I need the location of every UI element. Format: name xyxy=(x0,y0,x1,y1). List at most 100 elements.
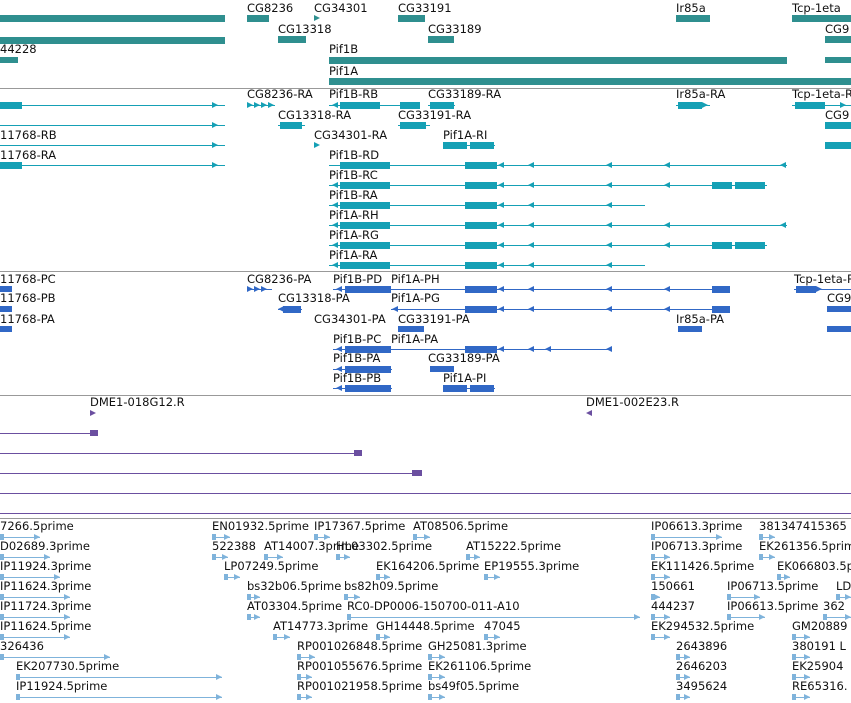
est-mark xyxy=(212,554,216,560)
protein-arrow xyxy=(336,346,342,352)
est-mark xyxy=(484,574,488,580)
est-arrow xyxy=(634,614,640,620)
est-mark xyxy=(759,554,763,560)
est-line xyxy=(792,657,810,658)
est-mark xyxy=(0,534,4,540)
est-arrow xyxy=(664,634,670,640)
protein-exon xyxy=(283,306,301,313)
est-arrow xyxy=(224,534,230,540)
protein-arrow xyxy=(606,346,612,352)
est-label: IP17367.5prime xyxy=(314,519,406,533)
est-label: EK164206.5prime xyxy=(376,559,480,573)
est-arrow xyxy=(769,534,775,540)
transcript-label: 11768-RB xyxy=(0,128,57,142)
protein-arrow xyxy=(528,286,534,292)
est-label: RP001026848.5prime xyxy=(297,639,423,653)
est-line xyxy=(314,537,330,538)
est-mark xyxy=(651,574,655,580)
est-arrow xyxy=(64,594,70,600)
est-arrow xyxy=(759,614,765,620)
transcript-arrow xyxy=(410,102,416,108)
est-label: 381347415365 xyxy=(759,519,847,533)
protein-label: Pif1A-PI xyxy=(443,371,487,385)
protein-bar xyxy=(398,326,424,332)
est-line xyxy=(376,577,390,578)
protein-bar xyxy=(678,326,702,332)
est-arrow xyxy=(716,534,722,540)
transcript-arrow xyxy=(498,202,504,208)
est-label: AT15222.5prime xyxy=(466,539,562,553)
protein-label: 11768-PB xyxy=(0,291,56,305)
transcript-exon xyxy=(430,102,454,109)
est-label: 380191 L xyxy=(792,639,846,653)
gene-bar xyxy=(428,36,454,43)
est-label: bs82h09.5prime xyxy=(344,579,439,593)
protein-exon xyxy=(465,286,497,293)
est-mark xyxy=(336,554,340,560)
est-label: RE65316. xyxy=(792,679,848,693)
protein-label: CG34301-PA xyxy=(314,312,386,326)
transcript-label: CG33191-RA xyxy=(398,108,472,122)
est-line xyxy=(676,657,690,658)
est-mark xyxy=(344,594,348,600)
track-divider xyxy=(0,395,851,396)
est-label: RP001055676.5prime xyxy=(297,659,423,673)
gene-label: CG13318 xyxy=(278,22,332,36)
est-arrow xyxy=(324,534,330,540)
est-line xyxy=(413,537,430,538)
est-label: 326436 xyxy=(0,639,44,653)
gene-bar xyxy=(825,36,851,43)
transcript-arrow xyxy=(332,222,338,228)
transcript-arrow xyxy=(314,142,320,148)
est-line xyxy=(836,597,851,598)
protein-arrow xyxy=(528,346,534,352)
protein-bar xyxy=(0,286,12,292)
transcript-arrow xyxy=(332,242,338,248)
est-mark xyxy=(0,594,4,600)
est-mark xyxy=(224,574,228,580)
transcript-exon xyxy=(465,242,497,249)
gene-label: Pif1A xyxy=(329,64,359,78)
transcript-arrow xyxy=(528,222,534,228)
transcript-exon xyxy=(465,182,497,189)
transcript-exon xyxy=(340,102,380,109)
transcript-arrow xyxy=(261,102,267,108)
est-mark xyxy=(836,594,840,600)
est-label: 47045 xyxy=(484,619,521,633)
est-arrow xyxy=(384,634,390,640)
transcript-arrow xyxy=(332,102,338,108)
est-label: 362 xyxy=(823,599,845,613)
est-mark xyxy=(0,654,4,660)
transcript-label: Pif1A-RA xyxy=(329,248,378,262)
protein-arrow xyxy=(278,306,284,312)
est-line xyxy=(759,537,775,538)
track-divider xyxy=(0,88,851,89)
transcript-arrow xyxy=(606,162,612,168)
clone-end xyxy=(354,450,362,456)
est-line xyxy=(0,577,60,578)
gene-bar xyxy=(0,15,225,22)
est-arrow xyxy=(845,594,851,600)
protein-arrow xyxy=(247,286,253,292)
est-arrow xyxy=(664,554,670,560)
transcript-exon xyxy=(795,102,825,109)
protein-exon xyxy=(465,306,497,313)
transcript-exon xyxy=(340,242,390,249)
est-label: 444237 xyxy=(651,599,695,613)
est-mark xyxy=(16,694,20,700)
gene-bar xyxy=(0,37,225,44)
transcript-exon xyxy=(400,122,426,129)
est-arrow xyxy=(44,554,50,560)
gene-bar xyxy=(0,57,18,63)
est-line xyxy=(651,557,670,558)
protein-arrow xyxy=(498,306,504,312)
est-arrow xyxy=(684,694,690,700)
est-mark xyxy=(823,614,827,620)
protein-label: Ir85a-PA xyxy=(676,312,725,326)
gene-label: CG8236 xyxy=(247,1,294,15)
transcript-exon xyxy=(825,142,851,149)
protein-arrow xyxy=(606,286,612,292)
gene-label: Tcp-1eta xyxy=(792,1,841,15)
gene-bar xyxy=(676,15,710,22)
protein-intron xyxy=(391,309,730,310)
